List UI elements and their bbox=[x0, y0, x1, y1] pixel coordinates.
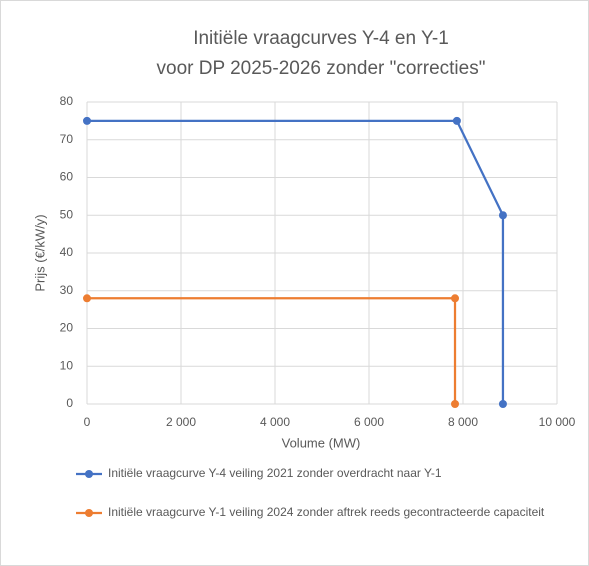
x-tick-label: 6 000 bbox=[354, 415, 384, 429]
y-tick-label: 80 bbox=[60, 94, 74, 108]
data-point bbox=[452, 116, 461, 125]
legend-label: Initiële vraagcurve Y-1 veiling 2024 zon… bbox=[108, 505, 545, 519]
x-tick-label: 8 000 bbox=[448, 415, 478, 429]
series-line bbox=[87, 297, 457, 404]
series-line bbox=[87, 119, 505, 404]
data-point bbox=[451, 400, 460, 408]
data-point bbox=[498, 400, 507, 408]
data-point bbox=[498, 211, 507, 220]
data-point bbox=[83, 294, 91, 303]
legend-marker bbox=[85, 470, 93, 478]
y-tick-label: 10 bbox=[60, 358, 74, 372]
x-tick-label: 0 bbox=[84, 415, 91, 429]
legend-label: Initiële vraagcurve Y-4 veiling 2021 zon… bbox=[108, 466, 442, 480]
data-point bbox=[83, 116, 91, 125]
y-tick-label: 40 bbox=[60, 245, 74, 259]
y-axis-title: Prijs (€/kW/y) bbox=[32, 214, 47, 291]
y-tick-label: 0 bbox=[66, 396, 73, 410]
y-tick-label: 50 bbox=[60, 207, 74, 221]
y-tick-label: 30 bbox=[60, 283, 74, 297]
legend-marker bbox=[85, 509, 93, 517]
chart-title: Initiële vraagcurves Y-4 en Y-1 bbox=[193, 28, 449, 49]
y-tick-label: 60 bbox=[60, 170, 74, 184]
x-axis-title: Volume (MW) bbox=[282, 435, 361, 450]
x-tick-label: 10 000 bbox=[539, 415, 576, 429]
data-point bbox=[451, 294, 460, 303]
x-tick-label: 2 000 bbox=[166, 415, 196, 429]
y-tick-label: 20 bbox=[60, 321, 74, 335]
x-tick-label: 4 000 bbox=[260, 415, 290, 429]
chart-title: voor DP 2025-2026 zonder "correcties" bbox=[157, 58, 486, 79]
y-tick-label: 70 bbox=[60, 132, 74, 146]
